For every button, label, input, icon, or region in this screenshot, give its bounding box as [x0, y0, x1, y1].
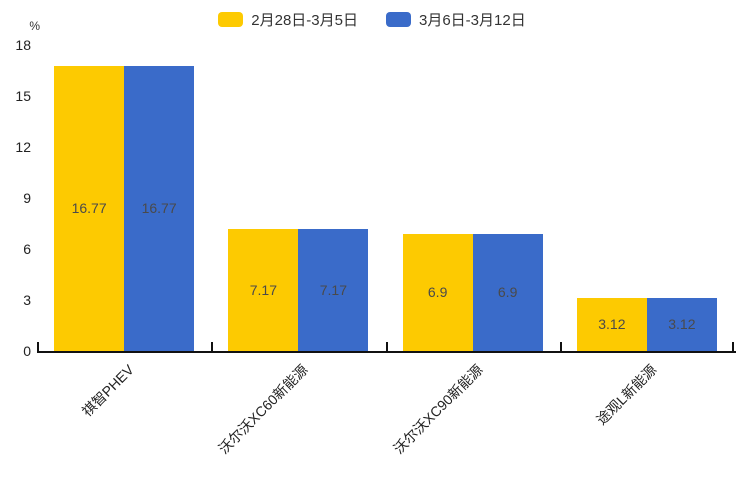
- bar-value-label: 16.77: [71, 200, 107, 217]
- y-axis-tick-label: 12: [15, 139, 31, 155]
- bar-series1-cat1: 7.17: [298, 229, 369, 351]
- y-axis-unit-label: %: [29, 19, 40, 33]
- bar-value-label: 16.77: [141, 200, 177, 217]
- y-axis-tick-label: 18: [15, 37, 31, 53]
- legend-swatch-week2-icon: [386, 12, 411, 27]
- x-axis-category-label: 沃尔沃XC60新能源: [215, 361, 312, 457]
- x-axis-category-label: 沃尔沃XC90新能源: [389, 361, 486, 457]
- x-axis-category-label: 途观L新能源: [593, 361, 660, 428]
- bar-value-label: 3.12: [668, 316, 696, 333]
- y-axis-tick-label: 6: [23, 241, 31, 257]
- x-axis-tick: [732, 342, 734, 351]
- legend-label-week2: 3月6日-3月12日: [419, 12, 526, 29]
- bar-series0-cat3: 3.12: [576, 297, 647, 351]
- legend-label-week1: 2月28日-3月5日: [251, 12, 358, 29]
- bar-value-label: 6.9: [427, 284, 448, 301]
- x-axis-line: [37, 351, 736, 353]
- legend-item-week2[interactable]: 3月6日-3月12日: [386, 9, 526, 30]
- bar-series1-cat0: 16.77: [124, 65, 195, 351]
- x-axis-category-label: 祺智PHEV: [78, 361, 137, 420]
- y-axis-tick-label: 15: [15, 88, 31, 104]
- bar-value-label: 3.12: [598, 316, 626, 333]
- bar-value-label: 7.17: [249, 282, 277, 299]
- bar-value-label: 6.9: [497, 284, 518, 301]
- bar-series0-cat1: 7.17: [228, 229, 299, 351]
- bar-series0-cat0: 16.77: [54, 65, 125, 351]
- y-axis-tick-label: 3: [23, 292, 31, 308]
- bar-series1-cat2: 6.9: [472, 233, 543, 351]
- bar-value-label: 7.17: [319, 282, 347, 299]
- y-axis-tick-label: 9: [23, 190, 31, 206]
- legend-swatch-week1-icon: [218, 12, 244, 27]
- legend-item-week1[interactable]: 2月28日-3月5日: [218, 9, 358, 30]
- bar-series1-cat3: 3.12: [646, 297, 717, 351]
- x-axis-tick: [37, 342, 39, 351]
- x-axis-tick: [559, 342, 562, 351]
- chart-legend: 2月28日-3月5日 3月6日-3月12日: [0, 9, 744, 30]
- x-axis-tick: [385, 342, 388, 351]
- y-axis-tick-label: 0: [23, 343, 31, 359]
- x-axis-tick: [211, 342, 214, 351]
- bar-series0-cat2: 6.9: [402, 233, 473, 351]
